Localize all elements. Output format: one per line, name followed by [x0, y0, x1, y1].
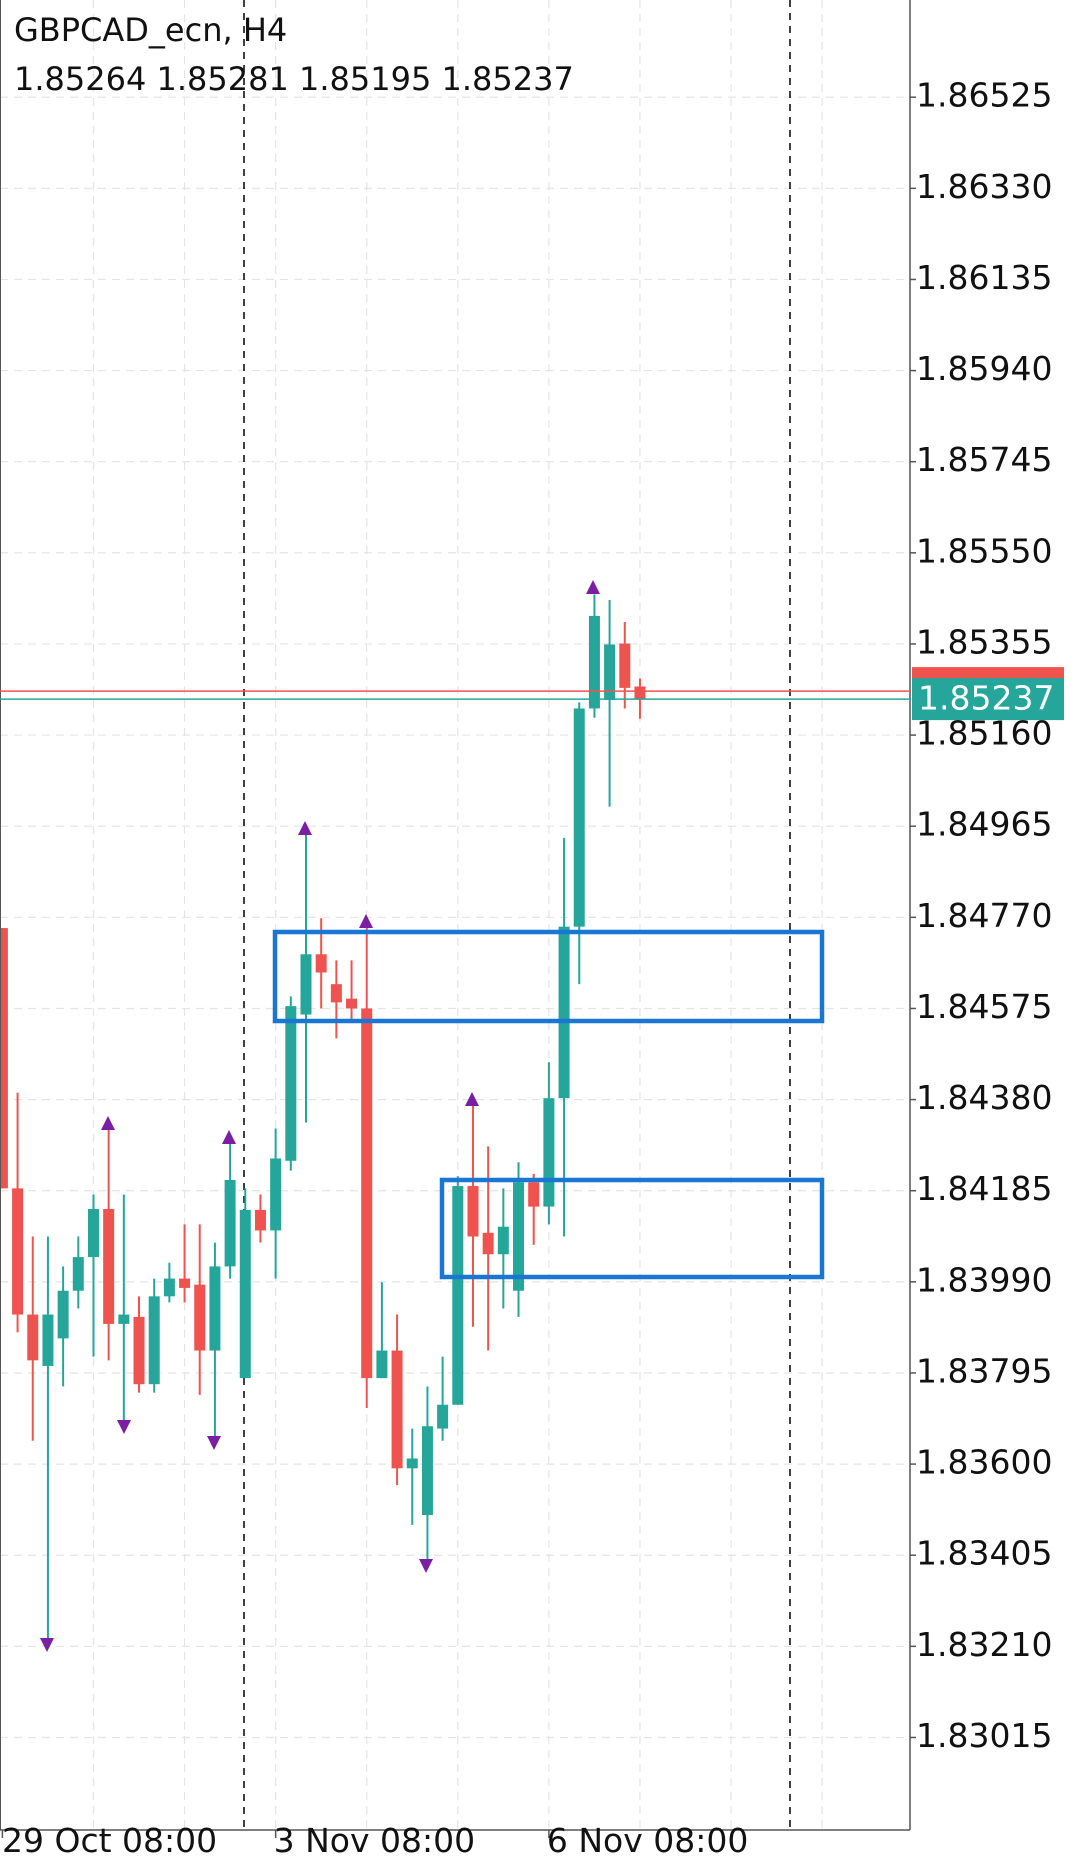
candle-body — [604, 644, 616, 701]
candle-body — [391, 1350, 403, 1469]
candle-body — [118, 1314, 130, 1324]
candle-body — [467, 1186, 479, 1237]
candle-body — [72, 1257, 84, 1291]
candle-body — [513, 1182, 525, 1291]
fractal-up — [586, 580, 600, 594]
x-tick-label: 6 Nov 08:00 — [547, 1821, 748, 1859]
symbol-title: GBPCAD_ecn, H4 — [14, 11, 287, 49]
candle-body — [133, 1316, 145, 1385]
candle-body — [285, 1006, 297, 1161]
candle-body — [452, 1186, 464, 1405]
y-tick-label: 1.85940 — [916, 349, 1052, 388]
y-tick-label: 1.86135 — [916, 258, 1052, 297]
fractal-up — [298, 821, 312, 835]
candle-body — [573, 708, 585, 927]
candle-body — [406, 1458, 418, 1469]
fractal-down — [207, 1436, 221, 1450]
candle-body — [634, 686, 646, 700]
candle-body — [224, 1179, 236, 1267]
x-tick-label: 3 Nov 08:00 — [274, 1821, 475, 1859]
last-price-label: 1.85237 — [918, 679, 1054, 718]
candle-body — [361, 1008, 373, 1379]
candle-body — [543, 1098, 555, 1207]
candle-body — [588, 615, 600, 709]
zone-box — [272, 929, 825, 1024]
zone-box — [439, 1177, 825, 1280]
candle-body — [254, 1209, 266, 1231]
y-tick-label: 1.85745 — [916, 440, 1052, 479]
fractal-down — [419, 1559, 433, 1573]
y-tick-label: 1.84185 — [916, 1169, 1052, 1208]
candle-body — [330, 984, 342, 1003]
y-tick-label: 1.85550 — [916, 531, 1052, 570]
candle-body — [103, 1208, 115, 1324]
candle-body — [194, 1284, 206, 1351]
x-tick-label: 29 Oct 08:00 — [2, 1821, 217, 1859]
candle-body — [376, 1350, 388, 1379]
y-tick-label: 1.83015 — [916, 1716, 1052, 1755]
ohlc-readout: 1.85264 1.85281 1.85195 1.85237 — [14, 60, 574, 98]
candle-body — [163, 1278, 175, 1297]
candle-body — [558, 926, 570, 1099]
y-tick-label: 1.86330 — [916, 167, 1052, 206]
fractal-up — [465, 1092, 479, 1106]
candle-body — [12, 1188, 24, 1315]
candle-body — [497, 1226, 509, 1255]
y-tick-label: 1.85355 — [916, 622, 1052, 661]
y-tick-label: 1.83990 — [916, 1260, 1052, 1299]
fractal-down — [40, 1638, 54, 1652]
candle-body — [148, 1296, 160, 1385]
candle-body — [528, 1182, 540, 1207]
y-tick-label: 1.84770 — [916, 896, 1052, 935]
y-tick-label: 1.83210 — [916, 1625, 1052, 1664]
fractal-down — [117, 1420, 131, 1434]
candle-body — [239, 1209, 251, 1379]
y-tick-label: 1.83600 — [916, 1443, 1052, 1482]
candle-body — [482, 1232, 494, 1255]
candles — [0, 594, 646, 1645]
candle-body — [27, 1314, 39, 1361]
y-tick-label: 1.84965 — [916, 805, 1052, 844]
y-tick-label: 1.84575 — [916, 987, 1052, 1026]
candle-body — [421, 1426, 433, 1516]
fractal-up — [359, 914, 373, 928]
candle-body — [437, 1404, 449, 1429]
candle-body — [57, 1290, 69, 1339]
fractal-up — [101, 1116, 115, 1130]
candle-body — [87, 1208, 99, 1258]
y-tick-label: 1.84380 — [916, 1078, 1052, 1117]
candle-body — [346, 998, 358, 1009]
fractal-arrows — [40, 580, 600, 1652]
grid — [0, 0, 910, 1830]
y-tick-label: 1.83795 — [916, 1351, 1052, 1390]
fractal-up — [222, 1130, 236, 1144]
y-tick-label: 1.86525 — [916, 76, 1052, 115]
candle-body — [179, 1278, 191, 1288]
candle-body — [209, 1266, 221, 1351]
candle-body — [315, 954, 327, 973]
candle-body — [42, 1314, 54, 1366]
y-tick-label: 1.83405 — [916, 1534, 1052, 1573]
candle-body — [270, 1158, 282, 1231]
ask-tag — [912, 667, 1064, 682]
candle-body — [300, 954, 312, 1015]
candle-body — [0, 928, 8, 1189]
candle-body — [619, 643, 631, 688]
last-price-tag — [912, 678, 1064, 721]
